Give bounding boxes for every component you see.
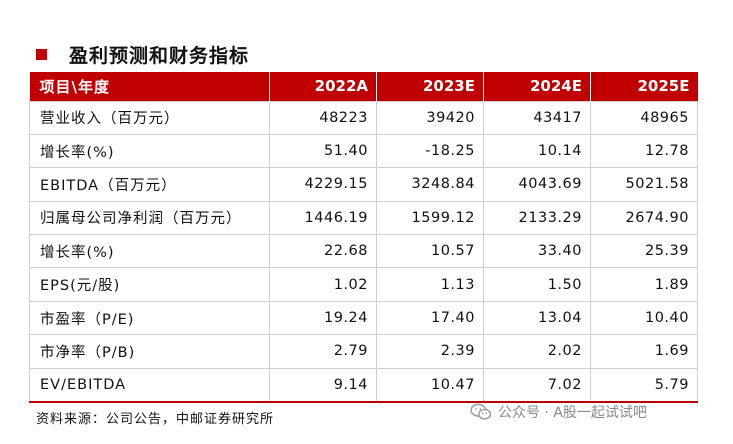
cell-value: 25.39 (590, 234, 698, 268)
cell-value: 2674.90 (590, 200, 698, 235)
cell-value: 13.04 (483, 300, 591, 335)
table-row: EPS(元/股) 1.02 1.13 1.50 1.89 (29, 267, 698, 302)
cell-value: 10.47 (376, 367, 484, 403)
table-row: 市净率（P/B) 2.79 2.39 2.02 1.69 (29, 334, 698, 369)
cell-value: 22.68 (269, 234, 377, 268)
row-label: EBITDA（百万元） (29, 167, 270, 202)
cell-value: 10.14 (483, 133, 591, 168)
cell-value: 2.39 (376, 334, 484, 369)
header-2025e: 2025E (637, 77, 690, 96)
wechat-icon (470, 403, 492, 420)
cell-value: 1.89 (590, 267, 698, 302)
cell-value: 39420 (376, 100, 484, 135)
cell-value: 1.69 (590, 334, 698, 369)
header-2023e: 2023E (376, 72, 484, 101)
table-row: EV/EBITDA 9.14 10.47 7.02 5.79 (29, 367, 698, 403)
cell-value: 2.02 (483, 334, 591, 369)
watermark-text: 公众号 · A股一起试试吧 (498, 405, 647, 421)
row-label: 归属母公司净利润（百万元） (29, 200, 270, 235)
table-row: 增长率(%) 22.68 10.57 33.40 25.39 (29, 234, 698, 268)
cell-value: 10.57 (376, 234, 484, 268)
cell-value: 1446.19 (269, 200, 377, 235)
table-row: 增长率(%) 51.40 -18.25 10.14 12.78 (29, 133, 698, 168)
row-label: 市净率（P/B) (29, 334, 270, 369)
cell-value: 1599.12 (376, 200, 484, 235)
section-title: 盈利预测和财务指标 (36, 40, 249, 68)
cell-value: 1.13 (376, 267, 484, 302)
cell-value: 3248.84 (376, 167, 484, 202)
cell-value: 7.02 (483, 367, 591, 403)
table-row: EBITDA（百万元） 4229.15 3248.84 4043.69 5021… (29, 167, 698, 202)
row-label: EPS(元/股) (29, 267, 270, 302)
cell-value: 4043.69 (483, 167, 591, 202)
cell-value: 33.40 (483, 234, 591, 268)
cell-value: 43417 (483, 100, 591, 135)
header-2022a: 2022A (269, 72, 377, 101)
cell-value: 5.79 (590, 367, 698, 403)
cell-value: 12.78 (590, 133, 698, 168)
financial-table: 项目\年度 2022A 2023E 2024E 2025E 营业收入（百万元） … (29, 72, 698, 403)
row-label: 增长率(%) (29, 234, 270, 268)
cell-value: -18.25 (376, 133, 484, 168)
cell-value: 51.40 (269, 133, 377, 168)
cell-value: 48223 (269, 100, 377, 135)
title-marker (36, 48, 47, 60)
watermark: 公众号 · A股一起试试吧 (470, 402, 647, 422)
cell-value: 48965 (590, 100, 698, 135)
row-label: 市盈率（P/E) (29, 300, 270, 335)
cell-value: 1.02 (269, 267, 377, 302)
header-item-year: 项目\年度 (29, 72, 270, 101)
cell-value: 19.24 (269, 300, 377, 335)
table-row: 归属母公司净利润（百万元） 1446.19 1599.12 2133.29 26… (29, 200, 698, 235)
row-label: 营业收入（百万元） (29, 100, 270, 135)
cell-value: 9.14 (269, 367, 377, 403)
cell-value: 1.50 (483, 267, 591, 302)
table-header-row: 项目\年度 2022A 2023E 2024E 2025E (29, 72, 698, 101)
cell-value: 10.40 (590, 300, 698, 335)
table-row: 营业收入（百万元） 48223 39420 43417 48965 (29, 100, 698, 135)
source-note: 资料来源：公司公告，中邮证券研究所 (36, 412, 275, 427)
cell-value: 2.79 (269, 334, 377, 369)
cell-value: 4229.15 (269, 167, 377, 202)
row-label: 增长率(%) (29, 133, 270, 168)
cell-value: 2133.29 (483, 200, 591, 235)
row-label: EV/EBITDA (29, 367, 270, 403)
table-row: 市盈率（P/E) 19.24 17.40 13.04 10.40 (29, 300, 698, 335)
header-2024e: 2024E (483, 72, 591, 101)
title-text: 盈利预测和财务指标 (69, 44, 250, 67)
cell-value: 5021.58 (590, 167, 698, 202)
cell-value: 17.40 (376, 300, 484, 335)
